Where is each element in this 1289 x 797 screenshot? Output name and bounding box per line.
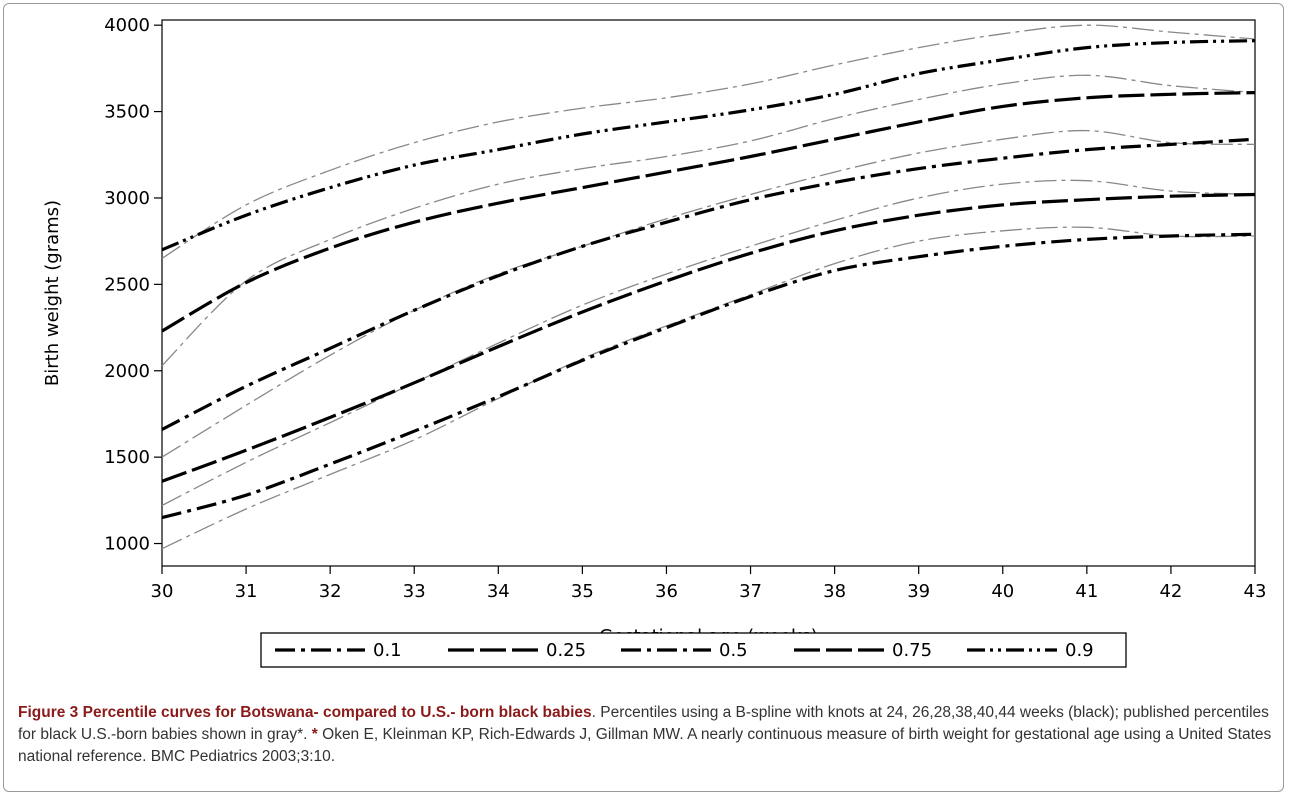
y-tick-label: 2000 bbox=[104, 361, 150, 382]
y-tick-label: 2500 bbox=[104, 274, 150, 295]
y-axis: 1000 1500 2000 2500 3000 3500 4000 bbox=[104, 15, 162, 555]
legend-label: 0.1 bbox=[373, 640, 402, 661]
x-tick-label: 34 bbox=[487, 581, 510, 602]
legend-label: 0.75 bbox=[892, 640, 932, 661]
caption-title: Percentile curves for Botswana- compared… bbox=[82, 704, 592, 721]
x-tick-label: 41 bbox=[1075, 581, 1098, 602]
x-tick-label: 32 bbox=[319, 581, 342, 602]
caption-star: * bbox=[311, 726, 318, 743]
series-line-0-75 bbox=[161, 91, 1256, 333]
x-tick-label: 42 bbox=[1159, 581, 1182, 602]
caption-body: . Percentiles using a B-spline with knot… bbox=[18, 704, 1269, 743]
us-reference-line bbox=[161, 179, 1256, 507]
caption-label: Figure 3 bbox=[18, 704, 79, 721]
y-axis-title: Birth weight (grams) bbox=[42, 200, 63, 386]
y-tick-label: 1500 bbox=[104, 447, 150, 468]
us-reference-line bbox=[161, 226, 1256, 550]
legend: 0.1 0.25 0.5 0.75 0.9 bbox=[260, 632, 1127, 668]
x-tick-label: 31 bbox=[235, 581, 258, 602]
legend-label: 0.5 bbox=[719, 640, 748, 661]
us-reference-line bbox=[161, 74, 1256, 367]
y-tick-label: 1000 bbox=[104, 534, 150, 555]
x-tick-label: 36 bbox=[655, 581, 678, 602]
plot-area bbox=[161, 19, 1256, 567]
y-tick-label: 3000 bbox=[104, 188, 150, 209]
us-reference-line bbox=[161, 129, 1256, 458]
series-line-0-1 bbox=[161, 232, 1256, 520]
legend-label: 0.9 bbox=[1065, 640, 1094, 661]
caption-reference: Oken E, Kleinman KP, Rich-Edwards J, Gil… bbox=[18, 726, 1272, 765]
x-tick-label: 30 bbox=[151, 581, 174, 602]
x-tick-label: 43 bbox=[1244, 581, 1267, 602]
series-lines bbox=[161, 24, 1256, 550]
x-tick-label: 37 bbox=[739, 581, 762, 602]
figure-caption: Figure 3 Percentile curves for Botswana-… bbox=[18, 702, 1276, 768]
series-line-0-9 bbox=[161, 39, 1256, 252]
x-tick-label: 33 bbox=[403, 581, 426, 602]
us-reference-line bbox=[161, 24, 1256, 259]
series-line-0-5 bbox=[161, 137, 1256, 431]
x-tick-label: 38 bbox=[823, 581, 846, 602]
legend-label: 0.25 bbox=[546, 640, 586, 661]
plot-frame bbox=[161, 19, 1256, 567]
x-tick-label: 39 bbox=[907, 581, 930, 602]
x-tick-label: 40 bbox=[991, 581, 1014, 602]
x-tick-label: 35 bbox=[571, 581, 594, 602]
x-axis: 30 31 32 33 34 35 36 37 38 39 40 41 42 43 bbox=[151, 566, 1267, 602]
y-tick-label: 3500 bbox=[104, 102, 150, 123]
series-line-0-25 bbox=[161, 192, 1256, 483]
y-tick-label: 4000 bbox=[104, 15, 150, 36]
